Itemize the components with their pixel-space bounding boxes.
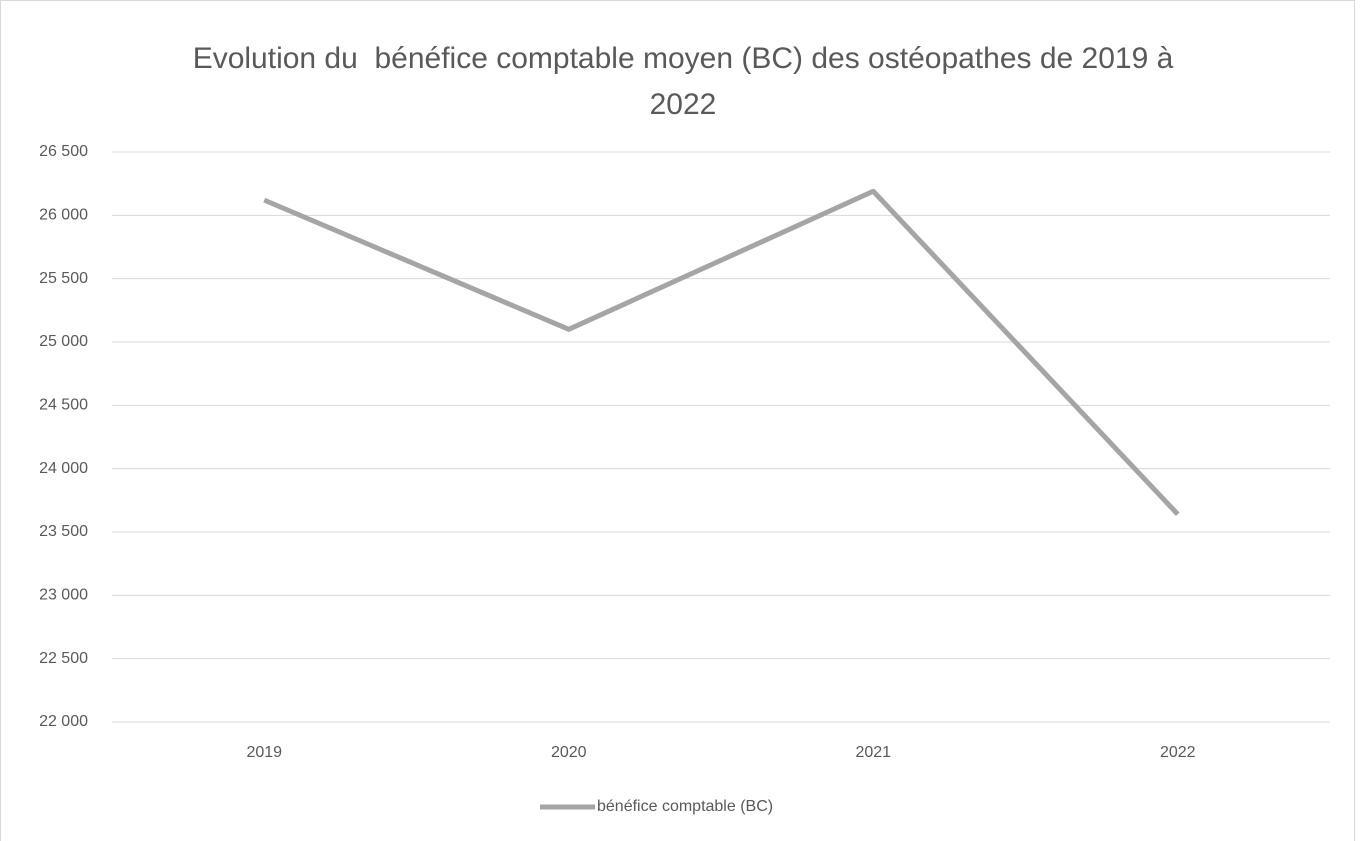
y-tick-label: 22 000 bbox=[39, 713, 88, 730]
data-line bbox=[263, 188, 1180, 516]
x-tick-label: 2019 bbox=[246, 744, 282, 761]
y-tick-label: 23 000 bbox=[39, 587, 88, 604]
legend-label: bénéfice comptable (BC) bbox=[597, 798, 773, 815]
y-tick-label: 26 000 bbox=[39, 207, 88, 224]
chart-title: Evolution du bénéfice comptable moyen (B… bbox=[192, 42, 1182, 121]
y-tick-label: 25 000 bbox=[39, 333, 88, 350]
y-tick-label: 22 500 bbox=[39, 650, 88, 667]
y-tick-label: 24 500 bbox=[39, 397, 88, 414]
y-tick-label: 25 500 bbox=[39, 270, 88, 287]
y-tick-label: 24 000 bbox=[39, 460, 88, 477]
y-tick-label: 23 500 bbox=[39, 523, 88, 540]
x-tick-label: 2020 bbox=[551, 744, 587, 761]
x-tick-label: 2021 bbox=[855, 744, 891, 761]
y-tick-label: 26 500 bbox=[39, 143, 88, 160]
x-tick-label: 2022 bbox=[1160, 744, 1196, 761]
